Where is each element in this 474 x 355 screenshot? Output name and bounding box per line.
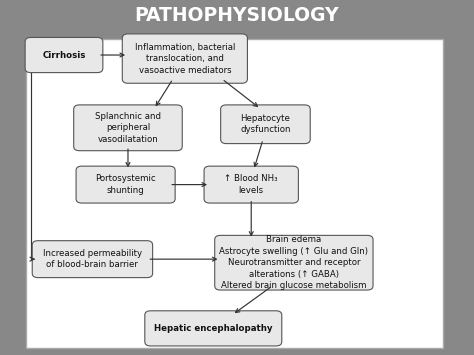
FancyBboxPatch shape xyxy=(25,37,103,73)
FancyBboxPatch shape xyxy=(76,166,175,203)
Text: Hepatocyte
dysfunction: Hepatocyte dysfunction xyxy=(240,114,291,135)
Text: Portosystemic
shunting: Portosystemic shunting xyxy=(95,174,156,195)
FancyBboxPatch shape xyxy=(215,235,373,290)
FancyBboxPatch shape xyxy=(122,34,247,83)
Text: Cirrhosis: Cirrhosis xyxy=(42,50,86,60)
FancyBboxPatch shape xyxy=(204,166,299,203)
Text: Brain edema
Astrocyte swelling (↑ Glu and Gln)
Neurotransmitter and receptor
alt: Brain edema Astrocyte swelling (↑ Glu an… xyxy=(219,235,368,290)
FancyBboxPatch shape xyxy=(32,241,153,278)
Text: ↑ Blood NH₃
levels: ↑ Blood NH₃ levels xyxy=(224,174,278,195)
FancyBboxPatch shape xyxy=(145,311,282,346)
FancyBboxPatch shape xyxy=(221,105,310,143)
Text: Increased permeability
of blood-brain barrier: Increased permeability of blood-brain ba… xyxy=(43,249,142,269)
Text: Inflammation, bacterial
translocation, and
vasoactive mediators: Inflammation, bacterial translocation, a… xyxy=(135,43,235,75)
FancyBboxPatch shape xyxy=(74,105,182,151)
Text: Splanchnic and
peripheral
vasodilatation: Splanchnic and peripheral vasodilatation xyxy=(95,112,161,144)
FancyBboxPatch shape xyxy=(26,39,443,348)
Text: PATHOPHYSIOLOGY: PATHOPHYSIOLOGY xyxy=(135,6,339,26)
Text: Hepatic encephalopathy: Hepatic encephalopathy xyxy=(154,324,273,333)
